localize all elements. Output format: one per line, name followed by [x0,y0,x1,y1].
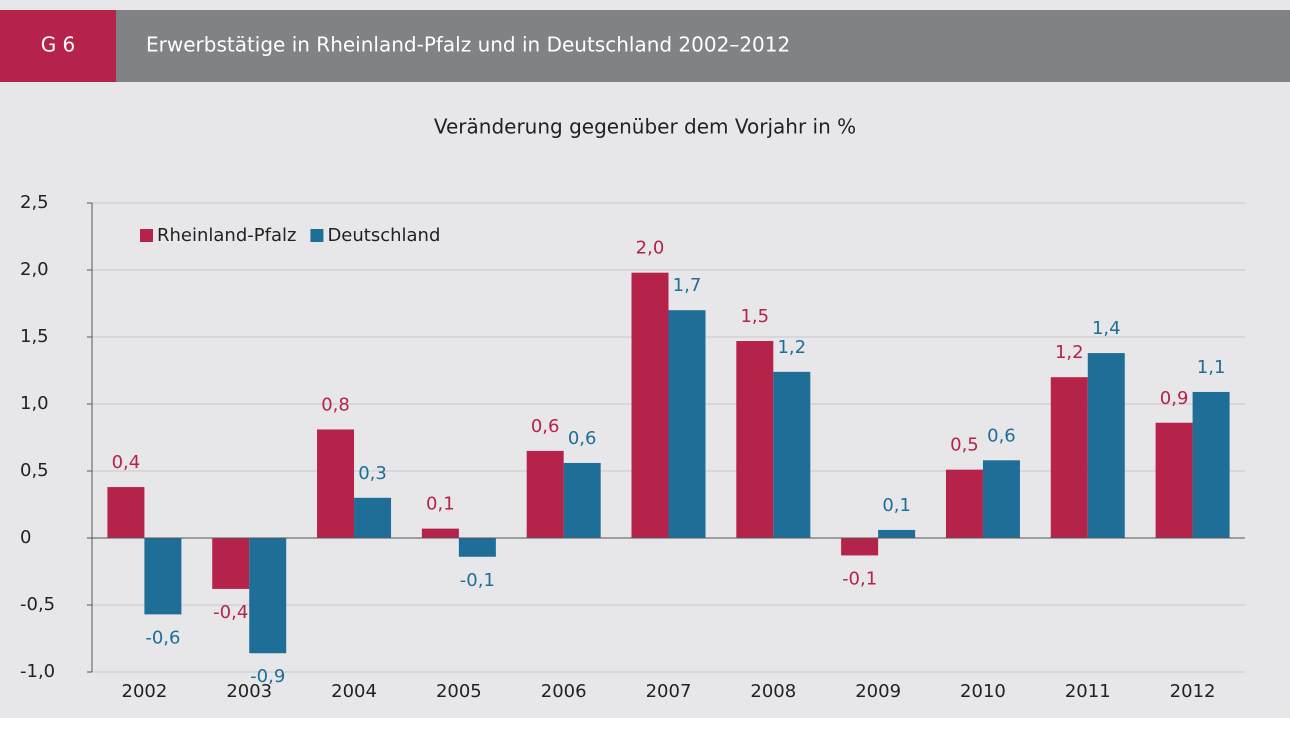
data-label: 1,7 [673,275,702,296]
y-tick-label: 0 [20,527,31,548]
bar [773,371,811,538]
data-label: 0,4 [112,452,141,473]
data-label: -0,1 [842,568,877,589]
bar [631,272,669,538]
x-tick-label: 2006 [541,681,587,702]
bar [354,497,392,538]
data-label: -0,6 [145,627,180,648]
x-tick-label: 2007 [646,681,692,702]
data-label: 1,4 [1092,318,1121,339]
y-tick-label: 1,0 [20,393,49,414]
data-label: -0,9 [250,666,285,687]
header-title: Erwerbstätige in Rheinland-Pfalz und in … [146,33,790,57]
bar [1050,377,1088,538]
data-label: 0,9 [1160,388,1189,409]
bar [563,462,601,538]
x-tick-label: 2002 [122,681,168,702]
x-tick-label: 2003 [226,681,272,702]
y-tick-label: 0,5 [20,460,49,481]
y-tick-label: 2,0 [20,259,49,280]
bar [945,469,983,538]
bar [421,528,459,538]
y-tick-label: -0,5 [20,594,55,615]
data-label: -0,4 [213,602,248,623]
x-tick-label: 2005 [436,681,482,702]
data-label: 0,5 [950,435,979,456]
x-tick-label: 2009 [855,681,901,702]
y-tick-label: 2,5 [20,192,49,213]
bar [1155,422,1193,538]
header-number: G 6 [41,33,76,57]
y-tick-label: 1,5 [20,326,49,347]
x-tick-label: 2011 [1065,681,1111,702]
data-label: 1,1 [1197,357,1226,378]
bar [668,310,706,538]
data-label: 0,1 [882,495,911,516]
bar [317,429,355,538]
bar [458,538,496,557]
chart-subtitle: Veränderung gegenüber dem Vorjahr in % [434,115,856,139]
data-label: 0,1 [426,494,455,515]
bar [736,341,774,538]
y-tick-label: -1,0 [20,661,55,682]
x-tick-label: 2008 [750,681,796,702]
data-label: 0,6 [531,416,560,437]
data-label: 0,3 [358,463,387,484]
legend-swatch [310,229,324,242]
bar [249,538,287,654]
data-label: -0,1 [460,570,495,591]
bar [841,538,879,556]
bar [212,538,250,589]
header-bar [0,10,1290,82]
data-label: 2,0 [636,238,665,259]
bar [526,450,564,538]
data-label: 0,8 [321,394,350,415]
header-number-box [0,10,116,82]
bar [144,538,182,615]
bar [107,487,145,538]
data-label: 0,6 [568,428,597,449]
bar [1192,391,1230,538]
x-tick-label: 2012 [1170,681,1216,702]
bar [1087,353,1125,538]
bar [982,460,1020,538]
bar [878,529,916,538]
legend-swatch [140,229,153,242]
x-tick-label: 2010 [960,681,1006,702]
legend-label: Rheinland-Pfalz [157,225,296,246]
legend-label: Deutschland [327,225,440,246]
data-label: 1,2 [1055,342,1084,363]
data-label: 0,6 [987,425,1016,446]
data-label: 1,5 [740,306,769,327]
data-label: 1,2 [777,337,806,358]
x-tick-label: 2004 [331,681,377,702]
